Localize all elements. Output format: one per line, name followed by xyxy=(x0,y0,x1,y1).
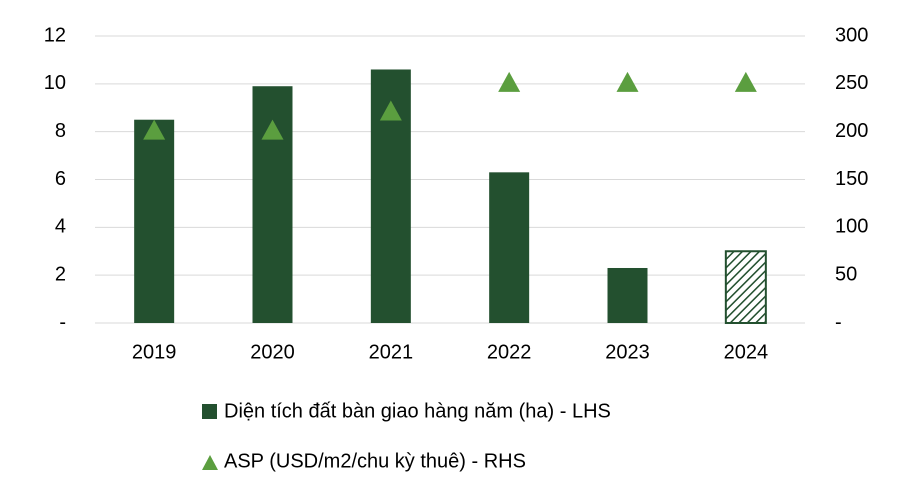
marker xyxy=(143,119,166,140)
marker xyxy=(261,119,284,140)
y2-tick-label: 50 xyxy=(835,263,857,285)
y2-tick-label: 150 xyxy=(835,168,868,190)
bar xyxy=(134,119,175,323)
y-tick-label: 6 xyxy=(55,168,66,190)
legend-label: Diện tích đất bàn giao hàng năm (ha) - L… xyxy=(224,400,611,422)
y-tick-label: 10 xyxy=(44,72,66,94)
legend-label: ASP (USD/m2/chu kỳ thuê) - RHS xyxy=(224,450,526,472)
y2-tick-label: 200 xyxy=(835,120,868,142)
y-tick-label: 4 xyxy=(55,216,66,238)
y-tick-label: 12 xyxy=(44,24,66,46)
legend-marker xyxy=(202,404,217,419)
y2-tick-label: - xyxy=(835,311,842,333)
marker xyxy=(616,71,639,92)
x-tick-label: 2022 xyxy=(487,341,532,363)
y2-tick-label: 100 xyxy=(835,216,868,238)
x-tick-label: 2021 xyxy=(369,341,414,363)
y-tick-label: - xyxy=(59,311,66,333)
marker xyxy=(498,71,521,92)
marker xyxy=(379,100,402,121)
bar xyxy=(607,267,648,323)
legend-marker xyxy=(202,455,218,470)
x-tick-label: 2019 xyxy=(132,341,177,363)
marker xyxy=(734,71,757,92)
x-tick-label: 2024 xyxy=(724,341,769,363)
bar xyxy=(724,250,767,324)
y2-tick-label: 250 xyxy=(835,72,868,94)
y2-tick-label: 300 xyxy=(835,24,868,46)
bar xyxy=(489,172,530,323)
x-tick-label: 2020 xyxy=(250,341,295,363)
y-tick-label: 2 xyxy=(55,263,66,285)
y-tick-label: 8 xyxy=(55,120,66,142)
x-tick-label: 2023 xyxy=(605,341,650,363)
